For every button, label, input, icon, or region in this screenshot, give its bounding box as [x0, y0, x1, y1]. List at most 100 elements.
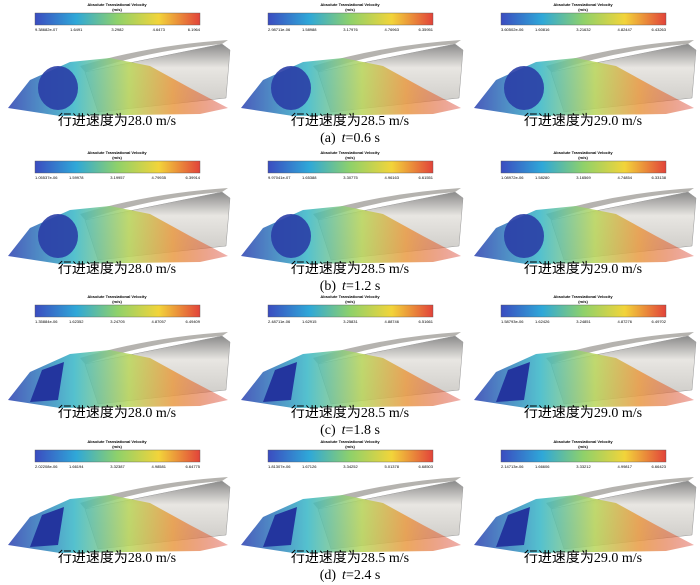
trough-rim [546, 40, 694, 72]
colorbar-tick-label: 3.19957 [110, 175, 125, 180]
colorbar [267, 12, 434, 26]
trough-rim [546, 332, 694, 364]
block [271, 66, 311, 110]
row-value: =1.2 s [346, 279, 380, 294]
trough-rim [546, 477, 694, 509]
colorbar [34, 160, 201, 174]
panel-caption: 行进速度为28.0 m/s [58, 113, 176, 129]
trough-rim [313, 477, 461, 509]
colorbar-tick-label: 1.62915 [302, 319, 317, 324]
colorbar-tick-label: 4.87276 [618, 319, 633, 324]
colorbar-tick-label: 6.39914 [186, 175, 201, 180]
colorbar-unit: (m/s) [112, 299, 122, 304]
block [496, 362, 530, 402]
colorbar-tick-label: 4.96163 [385, 175, 400, 180]
colorbar-tick-label: 4.6473 [153, 27, 166, 32]
colorbar [500, 449, 667, 463]
colorbar-tick-label: 6.66423 [652, 464, 667, 469]
colorbar-tick-label: 3.30775 [343, 175, 358, 180]
colorbar-unit: (m/s) [112, 444, 122, 449]
row-variable: t [342, 568, 347, 583]
colorbar-unit: (m/s) [112, 155, 122, 160]
row-label: (b) [320, 279, 337, 294]
panel: Absolute Translational Velocity(m/s) 1.81… [241, 439, 464, 566]
colorbar-title: Absolute Translational Velocity [320, 439, 380, 444]
colorbar-title: Absolute Translational Velocity [87, 2, 147, 7]
colorbar-tick-label: 2.48711e-06 [268, 319, 291, 324]
panel: Absolute Translational Velocity(m/s) 2.48… [241, 294, 464, 421]
colorbar-tick-label: 4.76963 [385, 27, 400, 32]
row-value: =2.4 s [346, 568, 380, 583]
panel: Absolute Translational Velocity(m/s) 1.35… [8, 294, 231, 421]
colorbar-tick-label: 1.66194 [69, 464, 84, 469]
block [30, 362, 64, 402]
panel-caption: 行进速度为28.0 m/s [58, 405, 176, 421]
colorbar-tick-label: 1.81307e-06 [268, 464, 291, 469]
panel: Absolute Translational Velocity(m/s) 9.38… [8, 2, 231, 129]
colorbar-unit: (m/s) [345, 299, 355, 304]
colorbar-tick-label: 9.97041e-07 [268, 175, 291, 180]
panel-caption: 行进速度为29.0 m/s [524, 113, 642, 129]
colorbar-tick-label: 1.08972e-06 [501, 175, 524, 180]
colorbar-tick-label: 3.25831 [343, 319, 358, 324]
block [38, 66, 78, 110]
block [30, 507, 64, 547]
trough-rim [313, 188, 461, 220]
trough-rim [80, 188, 228, 220]
panel-caption: 行进速度为28.5 m/s [291, 261, 409, 277]
colorbar-unit: (m/s) [578, 444, 588, 449]
colorbar-title: Absolute Translational Velocity [553, 294, 613, 299]
colorbar-title: Absolute Translational Velocity [553, 2, 613, 7]
colorbar-unit: (m/s) [345, 7, 355, 12]
colorbar-title: Absolute Translational Velocity [320, 150, 380, 155]
colorbar-tick-label: 1.62352 [69, 319, 84, 324]
trough-rim [80, 40, 228, 72]
colorbar-unit: (m/s) [345, 444, 355, 449]
block [263, 507, 297, 547]
colorbar-tick-label: 6.1964 [188, 27, 201, 32]
colorbar-title: Absolute Translational Velocity [87, 294, 147, 299]
colorbar-tick-label: 1.60816 [535, 27, 550, 32]
row-label: (d) [320, 568, 337, 583]
colorbar-title: Absolute Translational Velocity [87, 150, 147, 155]
colorbar [34, 12, 201, 26]
colorbar-tick-label: 1.62426 [535, 319, 550, 324]
block [271, 214, 311, 258]
row-caption: (c) t=1.8 s [320, 423, 380, 438]
row-variable: t [342, 131, 347, 146]
colorbar-tick-label: 3.24851 [576, 319, 591, 324]
colorbar-tick-label: 3.34252 [343, 464, 358, 469]
colorbar-tick-label: 1.35884e-06 [35, 319, 58, 324]
colorbar-unit: (m/s) [578, 155, 588, 160]
colorbar [500, 160, 667, 174]
colorbar-tick-label: 1.67126 [302, 464, 317, 469]
trough-rim [80, 477, 228, 509]
colorbar-tick-label: 6.43263 [652, 27, 667, 32]
panel: Absolute Translational Velocity(m/s) 2.02… [8, 439, 231, 566]
colorbar-tick-label: 4.79935 [152, 175, 167, 180]
panel: Absolute Translational Velocity(m/s) 1.08… [474, 150, 697, 277]
colorbar-tick-label: 3.60502e-06 [501, 27, 524, 32]
colorbar-tick-label: 3.17976 [343, 27, 358, 32]
colorbar-unit: (m/s) [345, 155, 355, 160]
panel: Absolute Translational Velocity(m/s) 3.60… [474, 2, 697, 129]
colorbar [500, 304, 667, 318]
row-caption: (b) t=1.2 s [320, 279, 381, 294]
colorbar-unit: (m/s) [578, 7, 588, 12]
panel-caption: 行进速度为29.0 m/s [524, 405, 642, 421]
colorbar-tick-label: 6.33138 [652, 175, 667, 180]
colorbar [34, 304, 201, 318]
panel: Absolute Translational Velocity(m/s) 9.97… [241, 150, 464, 277]
colorbar-tick-label: 4.88746 [385, 319, 400, 324]
colorbar-tick-label: 1.58280 [535, 175, 550, 180]
colorbar-title: Absolute Translational Velocity [87, 439, 147, 444]
panel-caption: 行进速度为28.5 m/s [291, 550, 409, 566]
colorbar-tick-label: 9.38682e-07 [35, 27, 58, 32]
colorbar-tick-label: 1.6491 [70, 27, 83, 32]
block [263, 362, 297, 402]
colorbar-tick-label: 2.98711e-06 [268, 27, 291, 32]
colorbar-tick-label: 4.98581 [152, 464, 167, 469]
row-label: (a) [320, 131, 336, 146]
colorbar [500, 12, 667, 26]
